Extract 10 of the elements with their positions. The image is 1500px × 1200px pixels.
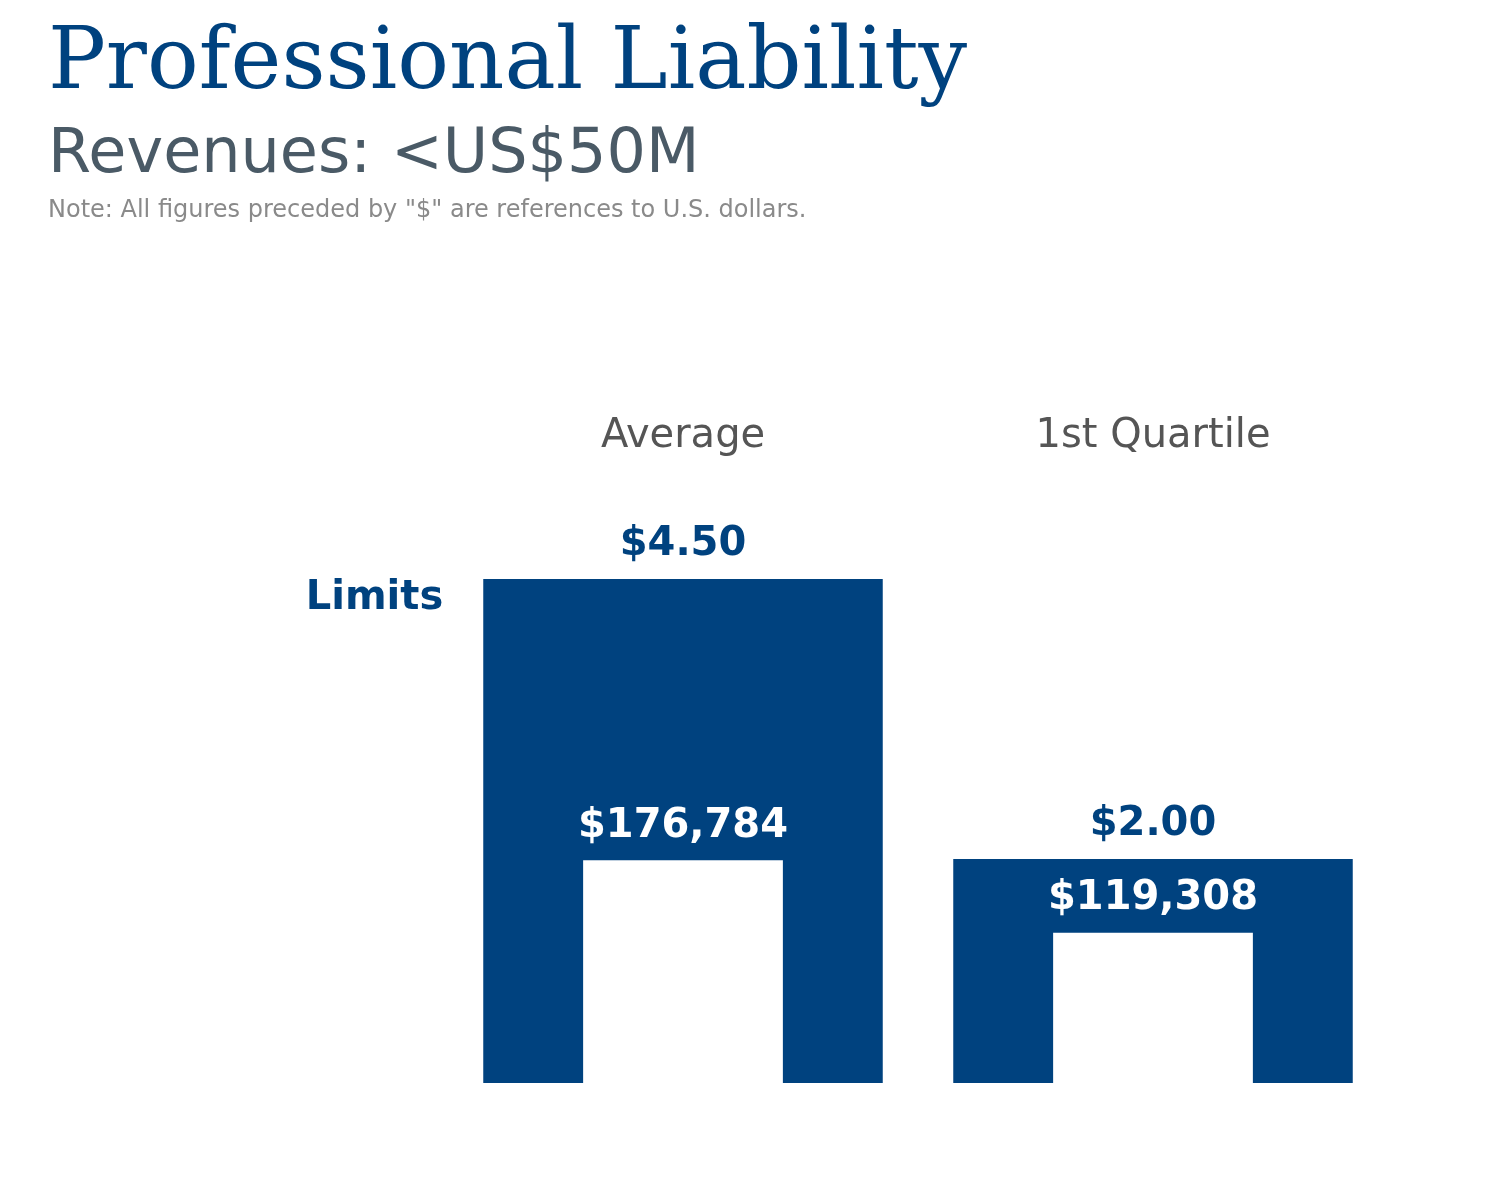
chart-title: Professional Liability	[48, 8, 969, 108]
data-label: $119,308	[1047, 872, 1259, 919]
x-tick-label: 1st Quartile	[1035, 410, 1271, 457]
text: Note: All figures preceded by "$" are references to U.S. dollars.	[48, 195, 808, 223]
series-label: Limits	[305, 572, 444, 619]
data-label: $176,784	[577, 799, 789, 846]
chart-subtitle: Revenues: <US$50M	[48, 114, 701, 187]
x-tick-label: Average	[600, 410, 766, 457]
data-label: $2.00	[1089, 798, 1217, 845]
data-label: $4.50	[619, 518, 747, 565]
